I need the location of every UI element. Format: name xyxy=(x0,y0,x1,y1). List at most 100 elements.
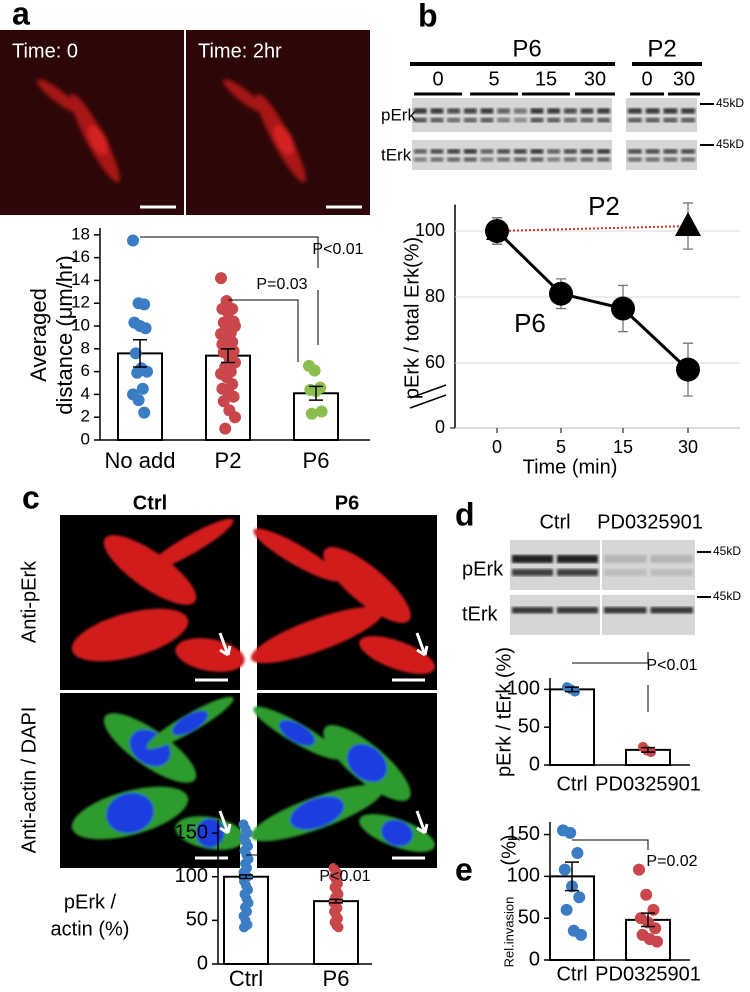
y-tick-label: 100 xyxy=(175,865,208,887)
band xyxy=(464,108,477,114)
cell xyxy=(175,638,245,672)
y-tick-label: 10 xyxy=(71,316,90,335)
blot-background xyxy=(510,595,600,635)
band xyxy=(650,607,693,614)
x-tick-label: PD0325901 xyxy=(595,963,701,985)
error-bar xyxy=(565,686,579,693)
y-tick-label: 50 xyxy=(186,909,208,931)
y-tick-label: 100 xyxy=(415,220,445,240)
band xyxy=(580,108,594,114)
marker-label: 45kD xyxy=(716,137,744,151)
band xyxy=(414,149,427,154)
band xyxy=(514,149,527,154)
blot-background xyxy=(626,140,697,170)
band xyxy=(580,157,594,162)
cell-group xyxy=(250,706,435,852)
error-bar xyxy=(239,874,253,880)
data-point xyxy=(305,407,318,420)
annotation: P<0.01 xyxy=(646,657,697,674)
marker-label: 45kD xyxy=(716,96,744,110)
band xyxy=(580,149,594,154)
band xyxy=(597,108,610,114)
band xyxy=(430,149,444,154)
series-label: P2 xyxy=(588,191,620,221)
blot-background xyxy=(602,540,695,590)
x-tick-label: Ctrl xyxy=(556,963,587,985)
y-tick-label: 150 xyxy=(175,821,208,843)
micrograph xyxy=(250,515,437,690)
band xyxy=(564,117,577,123)
significance-bracket xyxy=(228,299,299,362)
y-tick-label: 100 xyxy=(507,678,540,700)
band xyxy=(547,157,560,162)
data-point xyxy=(573,891,586,904)
band xyxy=(650,569,693,576)
row-label: tErk xyxy=(462,603,499,625)
x-tick-label: 5 xyxy=(556,437,566,457)
error-bar xyxy=(133,338,147,368)
data-point xyxy=(649,922,662,935)
y-axis-label: distance (μm/hr) xyxy=(52,255,77,414)
y-axis-label: pErk / tErk (%) xyxy=(493,647,515,777)
data-point xyxy=(633,863,645,876)
band xyxy=(530,108,544,114)
band xyxy=(512,569,553,576)
error-bar xyxy=(565,861,579,892)
band xyxy=(447,108,460,114)
band xyxy=(564,157,577,162)
image-label: Time: 0 xyxy=(12,40,78,62)
row-label: tErk xyxy=(381,145,412,164)
arrow xyxy=(415,810,429,835)
band xyxy=(512,607,553,614)
cell xyxy=(359,636,435,674)
data-point xyxy=(131,366,144,379)
cell-group xyxy=(71,696,245,850)
significance-bracket xyxy=(572,839,649,850)
micrograph xyxy=(250,693,437,868)
group-label: P2 xyxy=(647,35,676,62)
blot xyxy=(510,595,600,635)
data-point xyxy=(651,935,663,948)
band xyxy=(597,149,610,154)
x-tick-label: 0 xyxy=(492,437,502,457)
nucleus xyxy=(172,710,208,736)
band xyxy=(464,149,477,154)
x-tick-label: Ctrl xyxy=(556,773,587,795)
row-label: pErk xyxy=(462,558,504,580)
column-label: Ctrl xyxy=(133,492,167,514)
nucleus xyxy=(381,819,413,847)
y-tick-label: 4 xyxy=(81,384,90,403)
nucleus xyxy=(347,744,387,782)
blot-background xyxy=(412,140,612,170)
row-label: Anti-actin / DAPI xyxy=(18,707,40,854)
lane-label: 0 xyxy=(641,68,652,90)
y-tick-label: 2 xyxy=(81,407,90,426)
band xyxy=(604,569,647,576)
bar xyxy=(549,688,595,767)
significance-bracket xyxy=(140,236,319,345)
data-point xyxy=(138,298,151,311)
band xyxy=(557,607,598,614)
band xyxy=(597,117,610,123)
lane-label: 15 xyxy=(535,68,557,90)
y-tick-label: 0 xyxy=(197,952,208,974)
x-tick-label: P6 xyxy=(323,966,350,991)
error-bar xyxy=(641,912,655,928)
data-point xyxy=(239,922,249,933)
cell xyxy=(223,79,265,113)
band xyxy=(480,157,494,162)
error-bar xyxy=(309,385,323,401)
y-tick-label: 100 xyxy=(507,865,540,887)
band xyxy=(547,108,560,114)
y-axis-label: Averaged xyxy=(26,288,51,382)
error-bar xyxy=(641,746,655,753)
marker xyxy=(611,296,635,321)
annotation: P=0.03 xyxy=(256,276,307,293)
band xyxy=(414,117,427,123)
cell-body xyxy=(87,125,109,155)
nucleus xyxy=(290,796,344,830)
data-point xyxy=(575,928,587,941)
band xyxy=(645,157,660,162)
data-point xyxy=(640,888,653,901)
